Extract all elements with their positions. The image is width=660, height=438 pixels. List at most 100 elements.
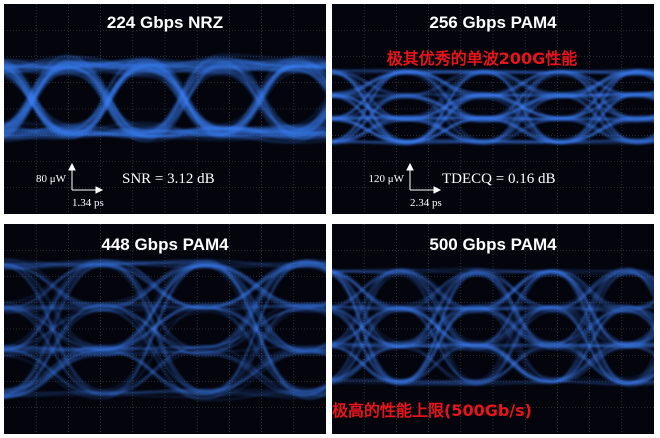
eye-trace [332,269,654,317]
eye-trace [4,263,326,393]
panel-title: 448 Gbps PAM4 [101,235,229,254]
eye-trace [332,341,654,385]
eye-trace [4,305,326,356]
eye-trace [332,273,654,385]
eye-trace [332,270,654,380]
eye-trace [4,61,326,131]
eye-trace [332,70,654,122]
arrow-head [406,162,414,171]
eye-trace [332,71,654,142]
eye-trace [4,260,326,394]
eye-trace [4,62,326,139]
eye-trace [4,384,326,397]
eye-trace [332,117,654,144]
eye-trace [4,66,326,139]
eye-trace [4,302,326,308]
eye-trace [332,268,654,388]
scale-y-label: 80 μW [36,173,67,185]
eye-trace [332,306,654,383]
scale-arrows [68,162,104,194]
eye-panel: 500 Gbps PAM4 极高的性能上限(500Gb/s) [332,224,654,434]
eye-traces [332,68,654,146]
eye-trace [332,71,654,144]
eye-trace [332,273,654,384]
eye-trace [332,272,654,348]
eye-trace [332,70,654,143]
scale-arrows [406,162,442,194]
eye-trace [332,331,654,384]
eye-trace [4,311,326,390]
panel-caption: 极其优秀的单波200G性能 [387,49,578,68]
eye-trace [332,310,654,347]
eye-trace [4,261,326,395]
eye-trace [332,271,654,349]
eye-trace [4,263,326,396]
eye-trace [4,59,326,139]
eye-trace [332,68,654,145]
eye-panel: 448 Gbps PAM4 [4,224,326,434]
scale-x-label: 1.34 ps [72,197,104,209]
eye-trace [4,305,326,356]
eye-trace [332,305,654,383]
eye-trace [332,69,654,141]
eye-trace [4,304,326,396]
eye-trace [4,55,326,131]
eye-trace [332,95,654,143]
arrow-head [433,186,442,194]
eye-trace [332,302,654,385]
eye-trace [4,59,326,127]
eye-trace [332,270,654,344]
eye-trace [4,259,326,352]
eye-trace [4,304,326,352]
eye-trace [4,53,326,137]
eye-trace [332,271,654,384]
eye-trace [4,260,326,401]
eye-traces [4,53,326,144]
eye-trace [332,269,654,384]
eye-trace [332,73,654,142]
eye-trace [4,265,326,347]
eye-trace [332,271,654,384]
eye-trace [4,265,326,352]
eye-trace [332,272,654,382]
eye-trace [4,265,326,396]
panel-caption: 极高的性能上限(500Gb/s) [332,401,532,420]
eye-trace [4,349,326,398]
eye-trace [4,65,326,135]
eye-trace [332,333,654,386]
eye-trace [332,271,654,382]
eye-trace [332,68,654,145]
eye-trace [332,272,654,382]
eye-trace [4,264,326,399]
eye-trace [332,94,654,119]
eye-trace [332,273,654,383]
eye-trace [4,262,326,396]
eye-trace [332,269,654,384]
eye-trace [332,269,654,385]
eye-trace [332,70,654,143]
eye-trace [4,305,326,397]
eye-trace [332,270,654,347]
eye-trace [4,265,326,397]
eye-trace [332,69,654,143]
eye-trace [4,61,326,137]
eye-traces [332,267,654,388]
panel-title: 500 Gbps PAM4 [429,235,557,254]
eye-trace [332,72,654,144]
eye-trace [332,304,654,380]
eye-trace [332,306,654,385]
eye-trace [4,306,326,350]
eye-trace [4,54,326,136]
eye-trace [4,262,326,396]
panel-title: 256 Gbps PAM4 [429,13,557,32]
eye-trace [332,268,654,346]
eye-trace [4,108,326,138]
eye-trace [332,69,654,118]
scale-x-label: 2.34 ps [410,197,442,209]
eye-trace [332,272,654,355]
eye-trace [4,263,326,354]
eye-trace [332,305,654,348]
eye-trace [4,262,326,399]
eye-trace [4,59,326,139]
